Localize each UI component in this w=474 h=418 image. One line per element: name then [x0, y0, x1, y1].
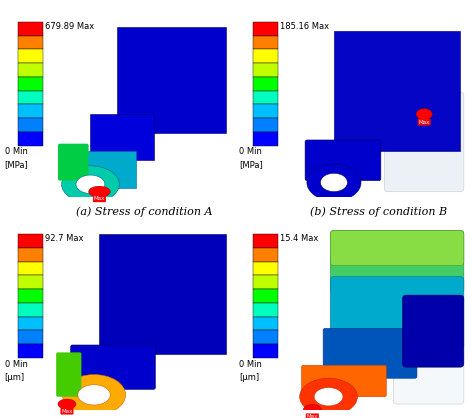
Bar — [253, 118, 278, 132]
Bar — [253, 36, 278, 49]
Bar — [253, 63, 278, 77]
Text: 0 Min: 0 Min — [239, 360, 262, 369]
FancyBboxPatch shape — [393, 342, 464, 404]
FancyBboxPatch shape — [323, 329, 417, 378]
Ellipse shape — [320, 173, 347, 192]
Bar — [18, 248, 43, 262]
Bar — [253, 234, 278, 248]
Text: 0 Min: 0 Min — [5, 360, 27, 369]
Bar — [253, 289, 278, 303]
FancyBboxPatch shape — [58, 144, 89, 181]
Bar — [18, 77, 43, 91]
Bar — [18, 132, 43, 145]
Bar — [253, 330, 278, 344]
FancyBboxPatch shape — [330, 230, 464, 293]
Bar — [18, 262, 43, 275]
Bar — [253, 344, 278, 358]
Text: (a) Stress of condition A: (a) Stress of condition A — [76, 206, 213, 217]
Ellipse shape — [78, 385, 110, 405]
Text: Max: Max — [94, 196, 105, 201]
Text: [μm]: [μm] — [5, 373, 25, 382]
Bar — [253, 91, 278, 104]
FancyBboxPatch shape — [56, 352, 82, 397]
Bar — [18, 63, 43, 77]
Bar — [253, 77, 278, 91]
Ellipse shape — [76, 175, 105, 194]
Polygon shape — [64, 151, 136, 188]
Text: Max: Max — [61, 409, 73, 414]
FancyBboxPatch shape — [71, 345, 155, 389]
Ellipse shape — [303, 405, 321, 415]
Ellipse shape — [314, 387, 343, 406]
FancyBboxPatch shape — [330, 277, 464, 349]
Polygon shape — [91, 114, 154, 160]
Bar — [18, 118, 43, 132]
Text: Max: Max — [419, 120, 430, 125]
Bar — [253, 317, 278, 330]
Text: [MPa]: [MPa] — [239, 160, 263, 169]
Text: [μm]: [μm] — [239, 373, 259, 382]
Ellipse shape — [58, 399, 76, 409]
Text: 0 Min: 0 Min — [5, 148, 27, 156]
Polygon shape — [100, 234, 226, 354]
Text: 185.16 Max: 185.16 Max — [280, 22, 329, 31]
FancyBboxPatch shape — [402, 295, 464, 367]
Bar — [253, 49, 278, 63]
Bar — [18, 303, 43, 317]
FancyBboxPatch shape — [305, 140, 381, 181]
Text: (b) Stress of condition B: (b) Stress of condition B — [310, 206, 447, 217]
Ellipse shape — [63, 375, 126, 415]
Polygon shape — [118, 27, 226, 133]
FancyBboxPatch shape — [384, 92, 464, 192]
Text: [MPa]: [MPa] — [5, 160, 28, 169]
Ellipse shape — [307, 164, 361, 201]
Bar — [18, 91, 43, 104]
Text: Max: Max — [307, 414, 318, 418]
Ellipse shape — [62, 166, 119, 203]
Bar — [18, 344, 43, 358]
Text: 679.89 Max: 679.89 Max — [46, 22, 95, 31]
Bar — [253, 275, 278, 289]
Ellipse shape — [300, 378, 357, 415]
Bar — [18, 317, 43, 330]
Bar — [253, 262, 278, 275]
Bar — [253, 22, 278, 36]
Bar — [18, 289, 43, 303]
Bar — [253, 132, 278, 145]
Bar — [253, 104, 278, 118]
Bar — [253, 303, 278, 317]
Polygon shape — [334, 31, 460, 151]
Text: 0 Min: 0 Min — [239, 148, 262, 156]
Ellipse shape — [89, 186, 110, 197]
Bar — [18, 104, 43, 118]
FancyBboxPatch shape — [301, 365, 386, 397]
Text: 92.7 Max: 92.7 Max — [46, 234, 84, 243]
Bar — [18, 234, 43, 248]
Polygon shape — [334, 31, 460, 151]
Bar — [18, 36, 43, 49]
Text: 15.4 Max: 15.4 Max — [280, 234, 318, 243]
Bar — [18, 22, 43, 36]
Bar — [18, 275, 43, 289]
FancyBboxPatch shape — [330, 230, 464, 265]
Bar — [18, 330, 43, 344]
Bar — [18, 49, 43, 63]
Ellipse shape — [416, 109, 432, 120]
Bar — [253, 248, 278, 262]
